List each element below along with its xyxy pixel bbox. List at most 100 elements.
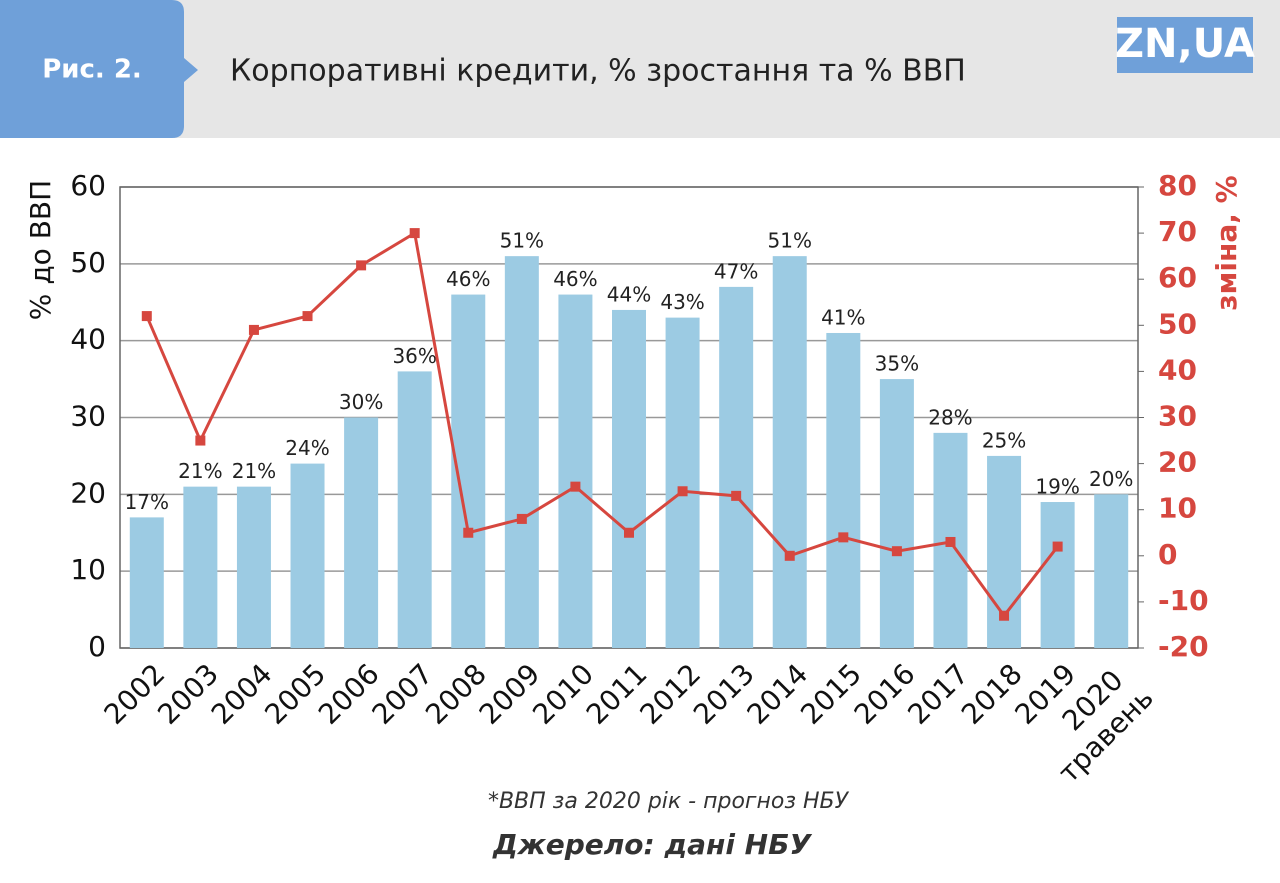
data-label: 21% [178, 459, 222, 483]
y-tick-label: 0 [88, 630, 106, 663]
line-marker [999, 610, 1010, 621]
y2-tick-label: 10 [1158, 492, 1197, 525]
data-label: 30% [339, 390, 383, 414]
figure-label: Рис. 2. [42, 55, 142, 85]
data-label: 24% [285, 436, 329, 460]
line-marker [409, 228, 420, 239]
line-marker [784, 550, 795, 561]
line-marker [516, 513, 527, 524]
bar [558, 294, 593, 648]
x-tick-label: 2012 [633, 657, 707, 731]
x-tick-label: 2005 [258, 657, 332, 731]
line-marker [731, 490, 742, 501]
y2-tick-label: 80 [1158, 169, 1197, 202]
line-marker [838, 532, 849, 543]
line [145, 230, 1059, 619]
bar [290, 463, 325, 648]
y-tick-label: 60 [70, 169, 106, 202]
chart-title: Корпоративні кредити, % зростання та % В… [230, 54, 966, 89]
data-label: 46% [446, 267, 490, 291]
data-label: 36% [392, 344, 436, 368]
bar [1040, 502, 1075, 648]
data-label: 41% [821, 305, 865, 329]
y2-tick-label: 60 [1158, 261, 1197, 294]
source: Джерело: дані НБУ [492, 828, 812, 861]
data-label: 17% [125, 490, 169, 514]
line-marker [624, 527, 634, 538]
data-label: 47% [714, 259, 758, 283]
data-label: 19% [1035, 475, 1079, 499]
data-label: 51% [500, 229, 544, 253]
bar [1094, 494, 1129, 648]
line-marker [570, 481, 581, 492]
bar [665, 317, 700, 648]
logo-box [1117, 17, 1253, 73]
y2-tick-label: 30 [1158, 400, 1197, 433]
footnote: *ВВП за 2020 рік - прогноз НБУ [488, 789, 850, 814]
x-tick-label: 2015 [794, 657, 868, 731]
bar [504, 256, 539, 648]
y-tick-label: 20 [70, 476, 106, 509]
x-tick-label: 2006 [312, 657, 386, 731]
x-tick-label: 2004 [205, 657, 279, 731]
bar [719, 286, 754, 648]
y2-tick-label: 70 [1158, 215, 1197, 248]
line-marker [463, 527, 474, 538]
line-marker [891, 546, 902, 557]
bar [612, 309, 646, 648]
bar [183, 486, 218, 648]
data-label: 20% [1089, 467, 1133, 491]
line-marker [356, 260, 367, 271]
x-tick-label: 2018 [955, 657, 1029, 731]
y2-tick-label: -10 [1158, 584, 1209, 617]
line-marker [945, 536, 956, 547]
logo: ZN,UA [1115, 21, 1255, 67]
x-tick-label: 2009 [473, 657, 547, 731]
line-marker [677, 486, 688, 497]
data-label: 51% [768, 229, 812, 253]
bar [129, 517, 164, 648]
x-tick-label: 2016 [848, 657, 922, 731]
x-tick-label: 2013 [687, 657, 761, 731]
x-tick-label: 2010 [526, 657, 600, 731]
y-axis-label: % до ВВП [24, 180, 57, 320]
data-label: 44% [607, 282, 651, 306]
header-band [0, 0, 1280, 138]
y2-axis-label: зміна, % [1210, 175, 1243, 310]
x-tick-label: 2014 [741, 657, 815, 731]
y2-tick-label: -20 [1158, 630, 1209, 663]
y2-tick-label: 40 [1158, 353, 1197, 386]
data-label: 25% [982, 428, 1026, 452]
bar [344, 417, 379, 648]
data-label: 21% [232, 459, 276, 483]
data-label: 46% [553, 267, 597, 291]
y2-tick-label: 20 [1158, 446, 1197, 479]
x-tick-label: 2003 [151, 657, 225, 731]
figure-tab [0, 0, 198, 138]
line-marker [1052, 541, 1063, 552]
y-tick-label: 50 [70, 246, 106, 279]
bar [826, 332, 861, 648]
bar [236, 486, 271, 648]
line-marker [248, 324, 259, 335]
y-tick-label: 30 [70, 400, 106, 433]
bar [772, 256, 807, 648]
data-label: 35% [875, 352, 919, 376]
x-tick-label: 2017 [901, 657, 975, 731]
bar [879, 379, 914, 648]
y2-tick-label: 0 [1158, 538, 1177, 571]
line-marker [302, 311, 313, 322]
data-label: 43% [660, 290, 704, 314]
y-tick-label: 40 [70, 323, 106, 356]
line-marker [195, 435, 206, 446]
x-tick-label: 2007 [366, 657, 440, 731]
x-tick-label: 2008 [419, 657, 493, 731]
line-marker [141, 311, 152, 322]
y-tick-label: 10 [70, 553, 106, 586]
bar [397, 371, 432, 648]
data-label: 28% [928, 405, 972, 429]
x-tick-label: 2011 [580, 657, 654, 731]
x-tick-label: 2002 [98, 657, 172, 731]
y2-tick-label: 50 [1158, 307, 1197, 340]
